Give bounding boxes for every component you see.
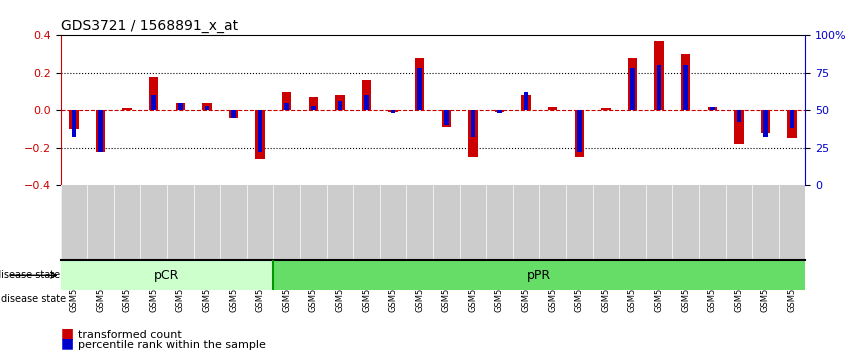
Text: percentile rank within the sample: percentile rank within the sample xyxy=(78,341,266,350)
Bar xyxy=(601,108,611,110)
Bar xyxy=(656,65,662,110)
Text: ■: ■ xyxy=(61,336,74,350)
Bar xyxy=(681,54,690,110)
Bar xyxy=(122,108,132,110)
Bar xyxy=(229,110,238,118)
Bar xyxy=(178,103,183,110)
Bar xyxy=(442,110,451,127)
Bar xyxy=(308,97,318,110)
Text: GDS3721 / 1568891_x_at: GDS3721 / 1568891_x_at xyxy=(61,19,238,33)
Bar xyxy=(98,110,103,152)
Bar xyxy=(69,110,79,129)
Bar xyxy=(470,110,475,137)
Bar xyxy=(524,92,528,110)
Bar xyxy=(96,110,105,152)
Bar xyxy=(149,76,158,110)
Bar xyxy=(72,110,76,137)
Bar xyxy=(176,103,185,110)
Bar xyxy=(683,65,688,110)
Bar xyxy=(61,260,274,290)
Bar xyxy=(335,95,345,110)
Text: ■: ■ xyxy=(61,326,74,340)
Bar xyxy=(389,110,397,112)
Bar xyxy=(761,110,770,133)
Bar xyxy=(521,95,531,110)
Text: pPR: pPR xyxy=(527,269,552,282)
Bar xyxy=(203,103,211,110)
Bar xyxy=(338,101,342,110)
Bar xyxy=(391,110,396,113)
Bar xyxy=(362,80,372,110)
Bar xyxy=(494,110,504,112)
Bar xyxy=(284,103,289,110)
Bar xyxy=(787,110,797,138)
Bar xyxy=(655,41,663,110)
Bar xyxy=(630,68,635,110)
Bar xyxy=(710,107,714,110)
Text: disease state: disease state xyxy=(0,270,61,280)
Bar xyxy=(231,110,236,118)
Bar xyxy=(204,106,210,110)
Bar xyxy=(415,58,424,110)
Bar xyxy=(497,110,501,113)
Bar xyxy=(737,110,741,122)
Bar xyxy=(548,107,558,110)
Text: disease state: disease state xyxy=(1,294,66,304)
Bar xyxy=(258,110,262,152)
Bar xyxy=(365,95,369,110)
Bar xyxy=(708,107,717,110)
Bar xyxy=(255,110,265,159)
Bar xyxy=(790,110,794,129)
Bar xyxy=(628,58,637,110)
Bar xyxy=(469,110,477,157)
Bar xyxy=(417,68,422,110)
Bar xyxy=(763,110,768,137)
Bar xyxy=(577,110,582,152)
Bar xyxy=(575,110,584,157)
Bar xyxy=(444,110,449,125)
Bar xyxy=(152,95,156,110)
Bar xyxy=(734,110,744,144)
Bar xyxy=(311,106,315,110)
Text: pCR: pCR xyxy=(154,269,180,282)
Bar xyxy=(282,92,291,110)
Text: transformed count: transformed count xyxy=(78,330,182,340)
